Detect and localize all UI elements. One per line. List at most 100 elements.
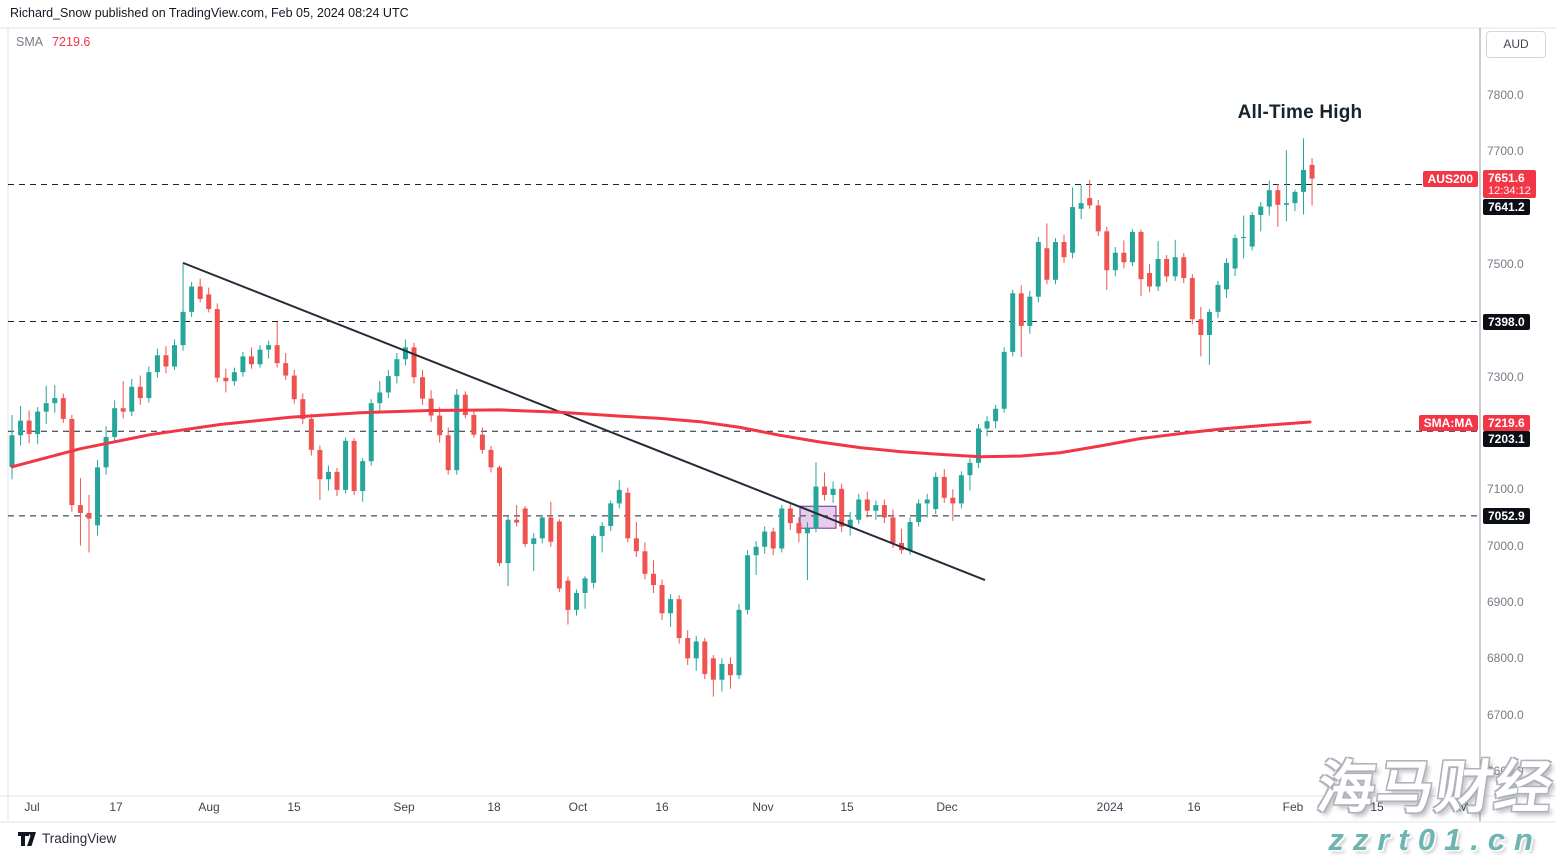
sma-label-badge: SMA:MA <box>1418 415 1478 431</box>
candle-body <box>1232 238 1238 269</box>
candle-body <box>69 418 75 506</box>
time-tick-label: Aug <box>198 800 220 814</box>
candle-body <box>394 359 400 377</box>
candle-body <box>1309 164 1315 179</box>
candle-body <box>1018 293 1024 326</box>
candle-body <box>676 599 682 639</box>
candle-body <box>804 528 810 534</box>
candle-body <box>1129 231 1135 263</box>
candle-body <box>437 415 443 436</box>
candle-body <box>172 345 178 367</box>
candle-body <box>283 363 289 376</box>
candle-body <box>642 551 648 574</box>
candle-body <box>941 476 947 498</box>
candle-body <box>1172 257 1178 277</box>
candle-body <box>112 408 118 437</box>
candle-body <box>881 505 887 518</box>
time-tick-label: 15 <box>1370 800 1384 814</box>
price-tick-label: 7100.0 <box>1487 482 1524 497</box>
candle-body <box>129 386 135 412</box>
candle-body <box>428 398 434 416</box>
time-tick-label: 15 <box>287 800 301 814</box>
candle-body <box>266 345 272 350</box>
candle-body <box>719 663 725 680</box>
candle-body <box>137 386 143 399</box>
candle-body <box>274 345 280 364</box>
candle-body <box>514 519 520 523</box>
candle-body <box>582 578 588 593</box>
candle-body <box>1258 206 1264 215</box>
candle-body <box>308 418 314 450</box>
candle-body <box>52 398 58 404</box>
candle-body <box>625 492 631 539</box>
candle-body <box>608 503 614 526</box>
candle-body <box>548 517 554 542</box>
candle-body <box>1266 190 1272 207</box>
price-tick-label: 7700.0 <box>1487 144 1524 159</box>
sma-axis-value-badge: 7219.6 <box>1483 415 1530 431</box>
level-price-badge: 7398.0 <box>1483 314 1530 330</box>
candle-body <box>1215 284 1221 312</box>
candle-body <box>385 376 391 393</box>
candle-body <box>1095 205 1101 232</box>
candle-body <box>633 538 639 552</box>
candle-body <box>343 440 349 490</box>
candle-body <box>189 286 195 312</box>
candle-body <box>377 392 383 404</box>
candle-body <box>950 497 956 504</box>
candle-body <box>1181 257 1187 279</box>
candle-body <box>967 462 973 476</box>
candle-body <box>1198 319 1204 335</box>
candle-body <box>26 420 32 435</box>
candle-body <box>1027 296 1033 326</box>
candle-body <box>291 375 297 400</box>
candle-body <box>402 347 408 360</box>
sma-legend-value: 7219.6 <box>52 35 91 49</box>
price-tick-label: 7500.0 <box>1487 256 1524 271</box>
candle-body <box>77 505 83 513</box>
currency-toggle[interactable]: AUD <box>1486 31 1546 58</box>
candle-body <box>180 311 186 346</box>
candle-body <box>1044 248 1050 280</box>
candle-body <box>702 641 708 675</box>
candle-body <box>1275 190 1281 205</box>
sma-line <box>10 408 1312 469</box>
time-tick-label: 16 <box>655 800 669 814</box>
time-tick-label: 15 <box>840 800 854 814</box>
candle-body <box>753 546 759 556</box>
candle-body <box>522 508 528 544</box>
price-tick-label: 6600.0 <box>1487 763 1524 778</box>
candle-body <box>325 471 331 480</box>
tradingview-brand-text: TradingView <box>42 831 117 846</box>
candle-body <box>9 435 15 467</box>
candle-body <box>1104 231 1110 271</box>
price-tick-label: 7000.0 <box>1487 538 1524 553</box>
candle-body <box>1087 198 1093 206</box>
candle-body <box>975 428 981 463</box>
candle-body <box>958 475 964 504</box>
candle-body <box>368 403 374 462</box>
indicator-legend[interactable]: SMA 7219.6 <box>16 35 90 49</box>
candle-body <box>565 580 571 610</box>
candle-body <box>60 398 66 419</box>
price-tick-label: 7300.0 <box>1487 369 1524 384</box>
candle-body <box>659 585 665 614</box>
candle-body <box>488 449 494 468</box>
time-tick-label: Mar <box>1458 800 1480 814</box>
candle-body <box>1147 273 1153 287</box>
candle-body <box>146 372 152 399</box>
candle-body <box>197 286 203 299</box>
candle-body <box>411 347 417 378</box>
candle-body <box>257 349 263 365</box>
tradingview-attribution[interactable]: TradingView <box>18 831 116 846</box>
candle-body <box>539 517 545 539</box>
watermark-chinese-text: 海马财经 <box>1313 756 1556 820</box>
candle-body <box>736 609 742 676</box>
candle-body <box>573 592 579 610</box>
candle-body <box>1206 311 1212 335</box>
candle-body <box>505 519 511 564</box>
price-tick-label: 6700.0 <box>1487 707 1524 722</box>
sma-legend-label: SMA <box>16 35 44 49</box>
